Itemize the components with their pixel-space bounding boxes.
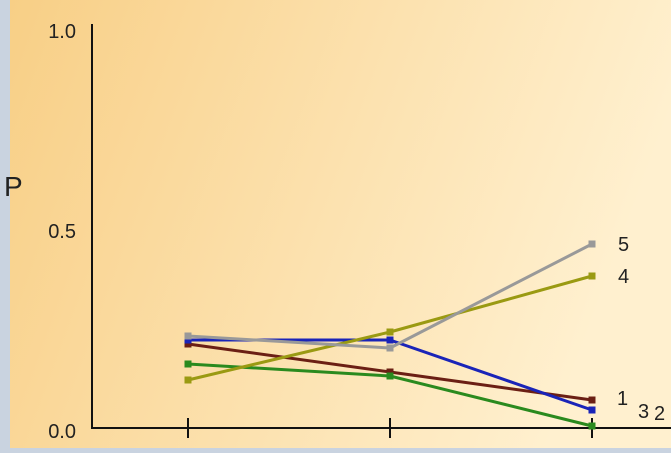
series-label: 4 [618, 266, 629, 288]
series-2: 2 [184, 360, 665, 430]
series-label: 3 [638, 401, 649, 423]
series-5: 5 [184, 234, 629, 352]
axes: 0.0 0.5 1.0 [48, 21, 671, 443]
data-point [588, 422, 596, 430]
plot-background [10, 0, 671, 448]
data-point [184, 376, 192, 384]
data-point [184, 332, 192, 340]
data-point [184, 340, 192, 348]
data-point [588, 240, 596, 248]
data-point [386, 344, 394, 352]
data-point [386, 372, 394, 380]
data-point [386, 368, 394, 376]
series-1: 1 [184, 340, 628, 410]
data-point [386, 328, 394, 336]
data-point [386, 336, 394, 344]
y-tick-label: 1.0 [48, 21, 76, 43]
series-label: 1 [617, 388, 628, 410]
y-tick-label: 0.5 [48, 221, 76, 243]
data-point [184, 360, 192, 368]
data-point [588, 396, 596, 404]
y-axis-label: P [4, 171, 23, 202]
series-label: 5 [618, 234, 629, 256]
data-point [588, 406, 596, 414]
data-point [588, 272, 596, 280]
series-4: 4 [184, 266, 629, 384]
series-label: 2 [654, 403, 665, 425]
y-tick-label: 0.0 [48, 421, 76, 443]
data-point [184, 336, 192, 344]
